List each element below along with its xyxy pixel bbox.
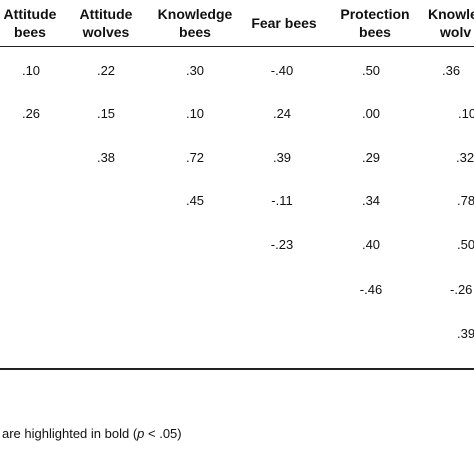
table-cell: .00: [361, 106, 381, 121]
header-attitude-bees: Attitude bees: [0, 5, 64, 41]
table-cell: .10: [458, 106, 474, 121]
header-line: Attitude: [79, 6, 133, 22]
table-cell: -.23: [270, 237, 294, 252]
header-knowledge-bees: Knowledge bees: [152, 5, 238, 41]
footnote-italic: p: [137, 426, 145, 441]
header-line: Protection: [340, 6, 410, 22]
header-line: bees: [14, 24, 46, 40]
table-cell: .24: [272, 106, 292, 121]
table-cell: .22: [96, 63, 116, 78]
table-cell: .72: [185, 150, 205, 165]
table-cell: .39: [272, 150, 292, 165]
table-cell: .40: [361, 237, 381, 252]
header-protection-bees: Protection bees: [332, 5, 418, 41]
header-line: bees: [179, 24, 211, 40]
table-cell: .26: [21, 106, 41, 121]
table-cell: .10: [21, 63, 41, 78]
table-cell: -.26: [450, 282, 473, 297]
footnote-text: < .05): [144, 426, 182, 441]
table-footnote: are highlighted in bold (p < .05): [2, 426, 182, 441]
table-cell: -.40: [270, 63, 294, 78]
table-cell: .30: [185, 63, 205, 78]
table-cell: .50: [361, 63, 381, 78]
header-line: wolv: [440, 24, 472, 40]
footnote-text: are highlighted in bold (: [2, 426, 138, 441]
table-cell: -.46: [359, 282, 383, 297]
table-cell: .34: [361, 193, 381, 208]
table-cell: .39: [457, 326, 474, 341]
header-knowledge-wolves: Knowle wolv: [428, 5, 474, 41]
table-cell: .45: [185, 193, 205, 208]
table-cell: .78: [457, 193, 474, 208]
header-fear-bees: Fear bees: [244, 14, 324, 32]
header-line: Attitude: [3, 6, 57, 22]
header-line: Fear bees: [251, 15, 317, 31]
header-attitude-wolves: Attitude wolves: [72, 5, 140, 41]
header-line: Knowledge: [157, 6, 233, 22]
header-line: wolves: [82, 24, 130, 40]
table-cell: .10: [185, 106, 205, 121]
table-cell: .38: [96, 150, 116, 165]
table-cell: .29: [361, 150, 381, 165]
header-divider: [0, 46, 474, 47]
table-cell: -.11: [271, 193, 293, 208]
table-cell: .32: [456, 150, 474, 165]
table-cell: .50: [457, 237, 474, 252]
table-cell: .15: [96, 106, 116, 121]
header-line: bees: [359, 24, 391, 40]
table-bottom-rule: [0, 368, 474, 370]
table-cell: .36: [442, 63, 461, 78]
header-line: Knowle: [428, 6, 474, 22]
